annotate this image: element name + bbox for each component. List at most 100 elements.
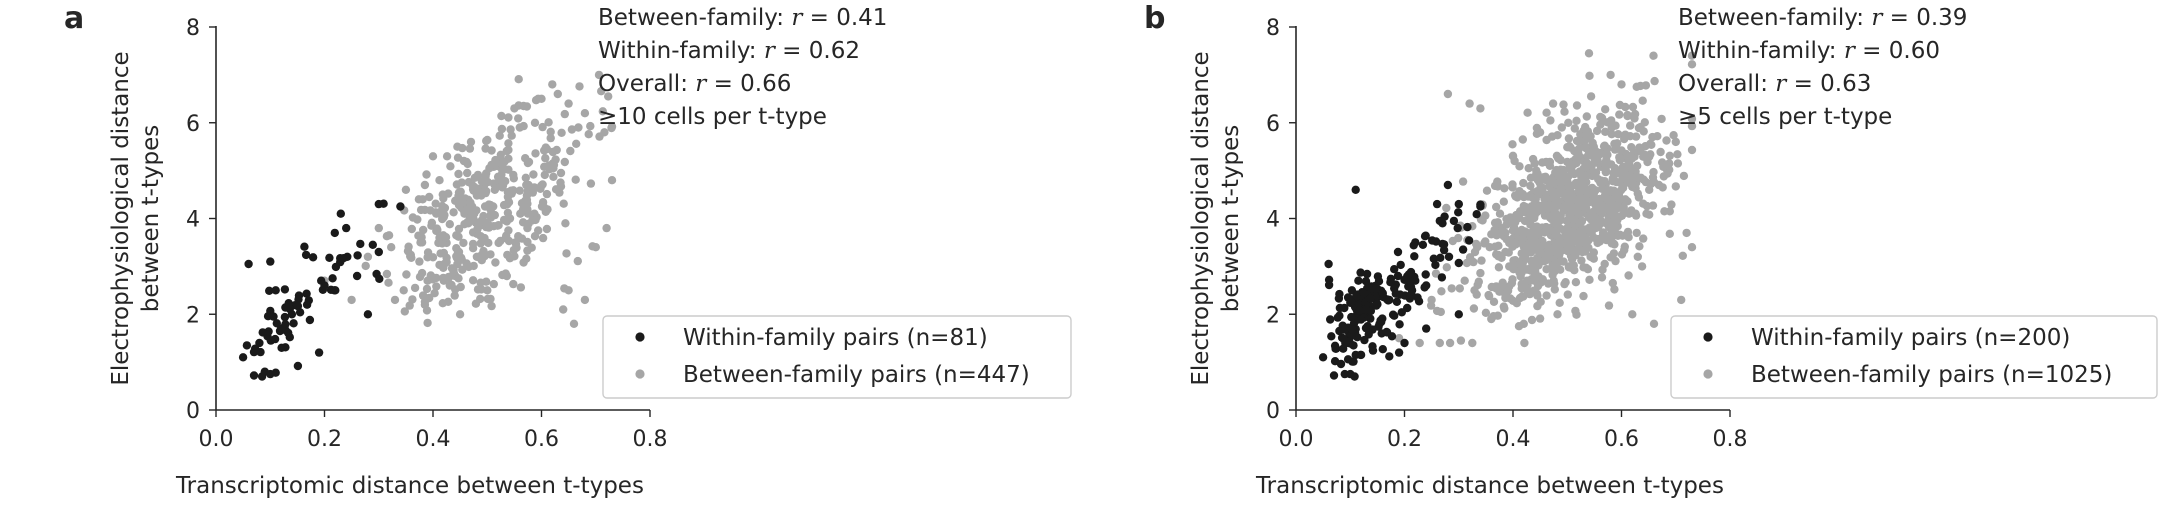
between-family-point	[1595, 207, 1604, 216]
within-family-point	[301, 250, 311, 260]
between-family-point	[1415, 338, 1424, 348]
between-family-point	[465, 144, 475, 153]
between-family-point	[1609, 249, 1619, 258]
correlation-annotation: Between-family: r = 0.41 Within-family: r…	[598, 5, 887, 130]
between-family-point	[1613, 231, 1622, 240]
y-tick-label: 0	[186, 399, 200, 424]
within-family-point	[1454, 199, 1463, 209]
between-family-point	[497, 124, 507, 134]
between-family-point	[470, 182, 479, 192]
between-family-point	[1572, 116, 1581, 126]
within-family-point	[1340, 369, 1349, 379]
between-family-point	[1445, 338, 1455, 348]
between-family-point	[407, 224, 416, 234]
between-family-point	[1542, 108, 1551, 117]
between-family-point	[501, 233, 510, 243]
within-family-point	[342, 223, 351, 233]
within-family-point	[293, 301, 303, 311]
between-family-point	[1581, 195, 1590, 204]
between-family-point	[1621, 195, 1630, 204]
between-family-point	[1614, 189, 1623, 199]
between-family-point	[382, 269, 392, 279]
within-family-point	[1406, 282, 1416, 292]
data-points	[1318, 49, 1697, 381]
correlation-stat: Between-family: r = 0.39	[1678, 5, 1967, 31]
between-family-point	[1610, 240, 1619, 249]
between-family-point	[1632, 82, 1641, 92]
between-family-point	[1542, 291, 1551, 300]
between-family-point	[1517, 268, 1526, 277]
within-family-point	[266, 257, 275, 266]
within-family-point	[1400, 338, 1409, 348]
between-family-point	[415, 272, 425, 282]
between-family-point	[447, 264, 457, 273]
within-family-point	[238, 353, 248, 362]
between-family-point	[425, 192, 434, 202]
between-family-point	[1520, 338, 1529, 348]
between-family-point	[1575, 144, 1584, 153]
within-family-point	[1347, 312, 1356, 322]
within-family-point	[255, 338, 264, 348]
between-family-point	[1596, 112, 1605, 122]
within-family-point	[1330, 357, 1340, 366]
within-family-point	[1376, 316, 1385, 325]
between-family-point	[402, 270, 411, 279]
between-family-point	[1687, 114, 1697, 124]
x-tick-label: 0.4	[416, 427, 451, 452]
between-family-point	[481, 144, 490, 153]
between-family-point	[598, 107, 607, 116]
within-family-point	[293, 361, 303, 371]
between-family-point	[1584, 49, 1594, 58]
between-family-point	[1458, 177, 1468, 186]
within-family-point	[396, 202, 405, 211]
within-family-point	[1327, 332, 1336, 341]
between-family-point	[1532, 169, 1541, 179]
between-family-point	[498, 183, 507, 192]
between-family-point	[1584, 236, 1593, 245]
between-family-point	[1595, 148, 1604, 158]
between-family-point	[484, 221, 494, 230]
between-family-point	[361, 261, 370, 271]
between-family-point	[1526, 266, 1536, 275]
x-tick-label: 0.0	[1279, 427, 1314, 452]
between-family-point	[595, 132, 604, 141]
between-family-point	[1442, 203, 1451, 213]
between-family-point	[1477, 256, 1486, 265]
between-family-point	[505, 214, 515, 223]
between-family-point	[586, 179, 596, 188]
between-family-point	[1504, 248, 1513, 257]
between-family-point	[560, 284, 569, 293]
between-family-point	[1645, 210, 1654, 219]
between-family-point	[1615, 155, 1625, 165]
within-family-point	[1384, 296, 1393, 305]
within-family-point	[1405, 294, 1415, 303]
within-family-point	[330, 228, 339, 238]
between-family-point	[497, 170, 506, 180]
x-tick-label: 0.2	[1387, 427, 1422, 452]
between-family-point	[1448, 236, 1457, 246]
within-family-point	[1393, 271, 1403, 281]
between-family-point	[1550, 267, 1559, 276]
within-family-point	[1388, 310, 1398, 319]
between-family-point	[1468, 338, 1477, 348]
between-family-point	[1510, 156, 1519, 166]
between-family-point	[1469, 304, 1479, 313]
between-family-point	[1633, 252, 1642, 261]
x-tick-label: 0.6	[1604, 427, 1639, 452]
between-family-point	[1617, 211, 1627, 220]
between-family-point	[1599, 142, 1609, 151]
within-family-point	[300, 242, 309, 251]
within-family-point	[1391, 289, 1400, 298]
within-family-point	[294, 295, 303, 304]
between-family-point	[543, 205, 552, 214]
y-tick-label: 0	[1266, 399, 1280, 424]
between-family-point	[1662, 136, 1671, 145]
within-family-point	[1454, 208, 1463, 217]
between-family-point	[506, 125, 515, 134]
within-family-point	[1347, 297, 1356, 306]
between-family-point	[410, 283, 420, 293]
between-family-point	[1618, 182, 1627, 191]
between-family-point	[489, 279, 498, 289]
between-family-point	[1649, 319, 1659, 328]
within-family-point	[363, 310, 373, 319]
